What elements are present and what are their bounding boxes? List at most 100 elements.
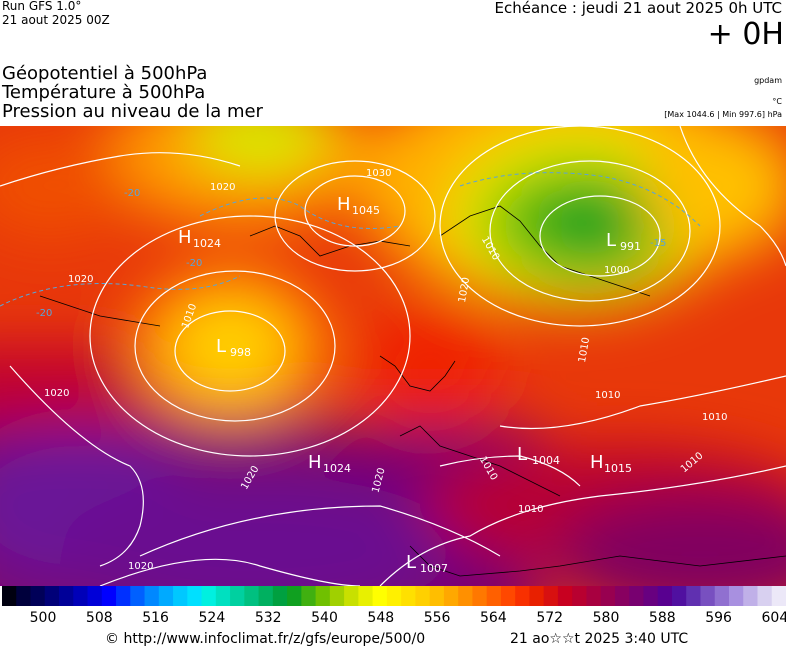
scale-swatch xyxy=(543,586,559,606)
isobar-label: 1020 xyxy=(457,276,472,303)
legend-geopotential: Géopotentiel à 500hPa xyxy=(2,63,208,84)
echeance-label: Echéance : jeudi 21 aout 2025 0h UTC xyxy=(494,0,782,17)
scale-swatch xyxy=(258,586,274,606)
footer-generated: 21 ao☆☆t 2025 3:40 UTC xyxy=(510,631,689,647)
scale-swatch xyxy=(173,586,188,606)
temperature-label: -20 xyxy=(186,258,202,269)
center-value: 1015 xyxy=(604,462,632,475)
pressure-center: H 1045 xyxy=(337,194,380,217)
center-value: 1007 xyxy=(420,562,448,575)
scale-swatch xyxy=(87,586,103,606)
run-label: Run GFS 1.0° xyxy=(2,0,82,13)
run-date: 21 aout 2025 00Z xyxy=(2,13,110,27)
isobar-label: 1010 xyxy=(577,336,592,363)
center-letter: L xyxy=(517,444,527,465)
scale-swatch xyxy=(572,586,587,606)
scale-swatch xyxy=(16,586,31,606)
scale-swatch xyxy=(557,586,573,606)
temperature-isotherms xyxy=(0,172,701,307)
center-letter: H xyxy=(337,194,351,215)
isobar-label: 1020 xyxy=(210,182,235,193)
legend-temperature: Température à 500hPa xyxy=(2,82,206,103)
scale-tick-label: 572 xyxy=(536,610,564,626)
scale-swatch xyxy=(415,586,431,606)
scale-swatch xyxy=(244,586,260,606)
temperature-label: -20 xyxy=(36,308,52,319)
isobar-label: 1000 xyxy=(604,265,629,276)
scale-swatch xyxy=(315,586,331,606)
pressure-center: L 1004 xyxy=(517,444,560,467)
scale-swatch xyxy=(116,586,131,606)
scale-swatch xyxy=(59,586,74,606)
scale-tick-label: 508 xyxy=(85,610,113,626)
scale-swatch xyxy=(344,586,359,606)
scale-swatch xyxy=(714,586,730,606)
weather-map: H 1024 H 1045 L 998 L 991 H 1024 L 1004 … xyxy=(0,126,786,586)
center-value: 1024 xyxy=(193,237,221,250)
scale-tick-label: 548 xyxy=(367,610,395,626)
scale-swatch xyxy=(600,586,616,606)
scale-tick-label: 500 xyxy=(29,610,57,626)
pressure-center: H 1015 xyxy=(590,452,632,475)
center-letter: L xyxy=(216,336,226,357)
scale-swatch xyxy=(158,586,174,606)
center-value: 1004 xyxy=(532,454,560,467)
scale-swatch xyxy=(401,586,416,606)
scale-swatch xyxy=(686,586,701,606)
scale-swatch xyxy=(486,586,502,606)
scale-tick-label: 532 xyxy=(254,610,282,626)
pressure-center: L 998 xyxy=(216,336,251,359)
scale-swatch xyxy=(629,586,644,606)
scale-swatch xyxy=(130,586,146,606)
scale-tick-label: 588 xyxy=(648,610,676,626)
temperature-labels: -20 -20 -15 -20 xyxy=(36,188,666,319)
center-letter: L xyxy=(606,230,616,251)
isobar-label: 1010 xyxy=(518,504,543,515)
isobar-label: 1020 xyxy=(128,561,153,572)
color-scale xyxy=(2,586,786,606)
pressure-center: H 1024 xyxy=(308,452,351,475)
footer-url[interactable]: © http://www.infoclimat.fr/z/gfs/europe/… xyxy=(105,631,426,647)
center-value: 998 xyxy=(230,346,251,359)
center-value: 1045 xyxy=(352,204,380,217)
scale-swatch xyxy=(2,586,17,606)
pressure-range: [Max 1044.6 | Min 997.6] hPa xyxy=(664,110,782,119)
scale-swatch xyxy=(586,586,602,606)
scale-swatch xyxy=(201,586,217,606)
center-letter: L xyxy=(406,552,416,573)
scale-swatch xyxy=(101,586,117,606)
pressure-center: H 1024 xyxy=(178,227,221,250)
scale-swatch xyxy=(515,586,530,606)
scale-swatch xyxy=(301,586,317,606)
scale-swatch xyxy=(386,586,402,606)
scale-swatch xyxy=(144,586,160,606)
pressure-center-labels: H 1024 H 1045 L 998 L 991 H 1024 L 1004 … xyxy=(178,194,641,575)
isobars xyxy=(0,126,786,586)
scale-tick-label: 596 xyxy=(705,610,732,626)
scale-swatch xyxy=(643,586,659,606)
center-letter: H xyxy=(590,452,604,473)
scale-tick-label: 580 xyxy=(592,610,620,626)
scale-swatch xyxy=(529,586,545,606)
scale-swatch xyxy=(429,586,445,606)
scale-swatch xyxy=(358,586,374,606)
scale-swatch xyxy=(329,586,345,606)
isobar-label: 1020 xyxy=(44,388,69,399)
scale-swatch xyxy=(287,586,302,606)
scale-tick-label: 556 xyxy=(423,610,451,626)
forecast-step: + 0H xyxy=(707,17,784,52)
scale-swatch xyxy=(728,586,744,606)
scale-swatch xyxy=(272,586,288,606)
center-letter: H xyxy=(178,227,192,248)
scale-tick-label: 516 xyxy=(142,610,169,626)
scale-swatch xyxy=(215,586,231,606)
scale-swatch xyxy=(230,586,245,606)
scale-ticks: 500 508 516 524 532 540 548 556 564 572 580 588 596 6… xyxy=(0,610,786,626)
scale-swatch xyxy=(458,586,473,606)
scale-swatch xyxy=(44,586,60,606)
scale-swatch xyxy=(614,586,630,606)
scale-swatch xyxy=(443,586,459,606)
unit-geopotential: gpdam xyxy=(754,76,782,85)
scale-tick-label: 540 xyxy=(311,610,338,626)
temperature-label: -20 xyxy=(124,188,140,199)
